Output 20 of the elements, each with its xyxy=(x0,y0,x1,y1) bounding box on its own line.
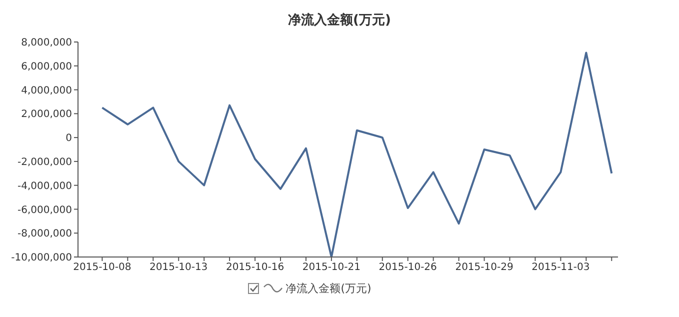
x-tick-label: 2015-11-03 xyxy=(532,262,590,274)
x-tick-label: 2015-10-16 xyxy=(226,262,284,274)
x-tick-label: 2015-10-29 xyxy=(455,262,514,274)
y-tick-label: -10,000,000 xyxy=(11,252,72,264)
y-tick-label: -4,000,000 xyxy=(17,180,72,192)
y-tick-label: 8,000,000 xyxy=(21,38,72,49)
y-tick-label: -2,000,000 xyxy=(17,156,72,168)
y-tick-label: 0 xyxy=(66,133,72,144)
y-tick-label: -6,000,000 xyxy=(17,204,72,216)
line-series xyxy=(101,52,613,257)
x-tick-label: 2015-10-08 xyxy=(73,262,132,274)
chart-title: 净流入金额(万元) xyxy=(287,12,392,30)
y-tick-label: 6,000,000 xyxy=(21,61,72,72)
y-tick-label: 2,000,000 xyxy=(21,109,72,120)
text: 净流入金额(万元) xyxy=(286,281,372,296)
y-tick-label: -8,000,000 xyxy=(17,228,72,240)
x-tick-label: 2015-10-26 xyxy=(378,262,437,274)
x-tick-label: 2015-10-13 xyxy=(150,262,208,274)
x-tick-label: 2015-10-21 xyxy=(302,262,361,274)
y-tick-label: 4,000,000 xyxy=(21,85,72,96)
